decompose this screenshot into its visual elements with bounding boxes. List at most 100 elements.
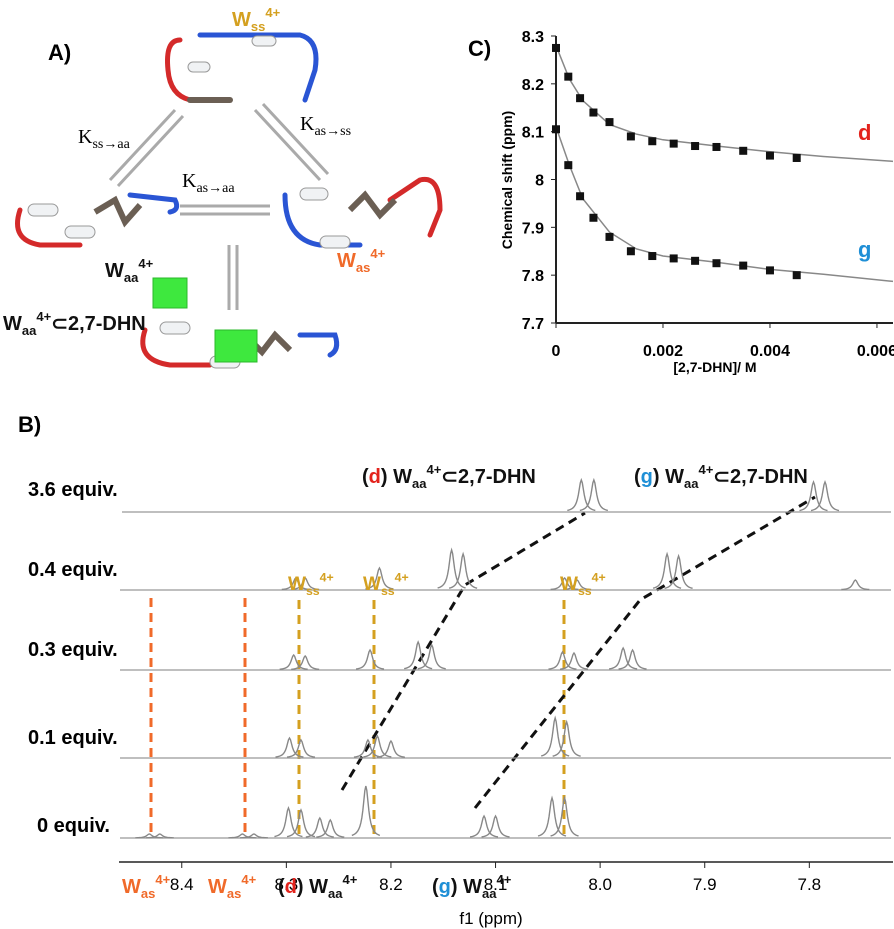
base: W	[232, 9, 251, 31]
data-point	[605, 118, 613, 126]
x-tick-label: 7.9	[693, 875, 717, 894]
data-point	[691, 257, 699, 265]
sub: aa	[328, 886, 343, 901]
peak	[438, 550, 466, 588]
peak	[841, 580, 869, 590]
peak	[316, 820, 344, 837]
x-tick-label: 7.8	[798, 875, 822, 894]
series-label: d	[858, 120, 871, 145]
sub: aa	[482, 886, 497, 901]
panel-label: A)	[48, 40, 71, 65]
sup: 4+	[320, 570, 334, 584]
base: W	[363, 574, 381, 595]
equilibrium-arrows	[110, 104, 328, 310]
y-tick-label: 7.8	[522, 268, 544, 285]
sub: aa	[412, 476, 427, 491]
sup: 4+	[155, 872, 170, 887]
base: K	[78, 126, 93, 148]
x-tick-label: 0.006	[857, 343, 894, 360]
panel-label: C)	[468, 36, 491, 61]
x-tick-label: 0.004	[750, 343, 790, 360]
species-label: (d) Waa4+⊂2,7-DHN	[362, 462, 536, 491]
equilibrium-constant: Kas→ss	[300, 113, 351, 139]
base: W	[337, 250, 356, 272]
species-label: Wss4+	[560, 570, 606, 597]
paren-close: )	[451, 876, 463, 898]
x-tick-label: 8.0	[588, 875, 612, 894]
sub: aa	[684, 476, 699, 491]
sup: 4+	[698, 462, 713, 477]
charged-unit	[65, 226, 95, 238]
equilibrium-constant: Kss→aa	[78, 126, 131, 152]
data-point	[605, 233, 613, 241]
data-point	[739, 147, 747, 155]
data-point	[712, 143, 720, 151]
data-point	[691, 142, 699, 150]
tag: d	[285, 876, 297, 898]
fit-curve	[556, 127, 893, 282]
arrow	[180, 206, 270, 214]
ring-blue	[300, 335, 337, 355]
data-point	[589, 109, 597, 117]
ring-red	[143, 330, 210, 365]
x-tick-label: 0	[552, 343, 561, 360]
trace-label: 0.3 equiv.	[28, 639, 118, 661]
charged-unit	[300, 188, 328, 200]
sup: 4+	[496, 872, 511, 887]
arrow	[229, 245, 237, 310]
data-point	[627, 247, 635, 255]
trace-label: 0.4 equiv.	[28, 559, 118, 581]
species-label: Was4+	[337, 246, 386, 275]
data-point	[712, 259, 720, 267]
figure: A)Wss4+Waa4+Was4+Waa4+⊂2,7-DHNKss→aaKas→…	[0, 0, 894, 929]
tag: d	[369, 466, 381, 488]
peak	[356, 650, 384, 669]
base: W	[208, 876, 227, 898]
sub: as	[227, 886, 241, 901]
rest: ⊂2,7-DHN	[51, 313, 146, 335]
guest-chain	[350, 195, 395, 215]
y-tick-label: 7.7	[522, 316, 544, 333]
dhn-guest	[215, 330, 257, 362]
data-point	[766, 266, 774, 274]
sub: ss	[306, 584, 320, 598]
data-point	[589, 214, 597, 222]
base: K	[182, 170, 197, 192]
sub: aa	[22, 323, 37, 338]
species-label: (d) Waa4+	[278, 872, 358, 901]
trace-label: 0 equiv.	[37, 815, 110, 837]
equilibrium-constant: Kas→aa	[182, 170, 235, 196]
species-label: (g) Waa4+	[432, 872, 512, 901]
x-axis-label: f1 (ppm)	[459, 909, 522, 928]
base: W	[288, 574, 306, 595]
sub: aa	[124, 270, 139, 285]
tag: g	[641, 466, 653, 488]
sub: as	[356, 260, 370, 275]
ring-red	[168, 40, 191, 100]
sup: 4+	[395, 570, 409, 584]
base: W	[122, 876, 141, 898]
base: W	[393, 466, 412, 488]
y-tick-label: 8.3	[522, 29, 544, 46]
charged-unit	[320, 236, 350, 248]
sub: as	[141, 886, 155, 901]
data-point	[564, 161, 572, 169]
data-point	[627, 132, 635, 140]
ring-red	[390, 179, 440, 235]
data-point	[766, 152, 774, 160]
data-point	[552, 44, 560, 52]
rest: ⊂2,7-DHN	[441, 466, 536, 488]
species-label: Wss4+	[288, 570, 334, 597]
series-label: g	[858, 237, 871, 262]
species-label: Wss4+	[232, 5, 281, 34]
guest-chain	[95, 200, 140, 222]
sub: ss→aa	[92, 137, 130, 152]
data-point	[793, 271, 801, 279]
sub: as→aa	[196, 181, 235, 196]
guide-shift	[342, 497, 815, 808]
y-tick-label: 8.1	[522, 125, 544, 142]
charged-unit	[188, 62, 210, 72]
tag: g	[439, 876, 451, 898]
base: W	[105, 260, 124, 282]
base: K	[300, 113, 315, 135]
